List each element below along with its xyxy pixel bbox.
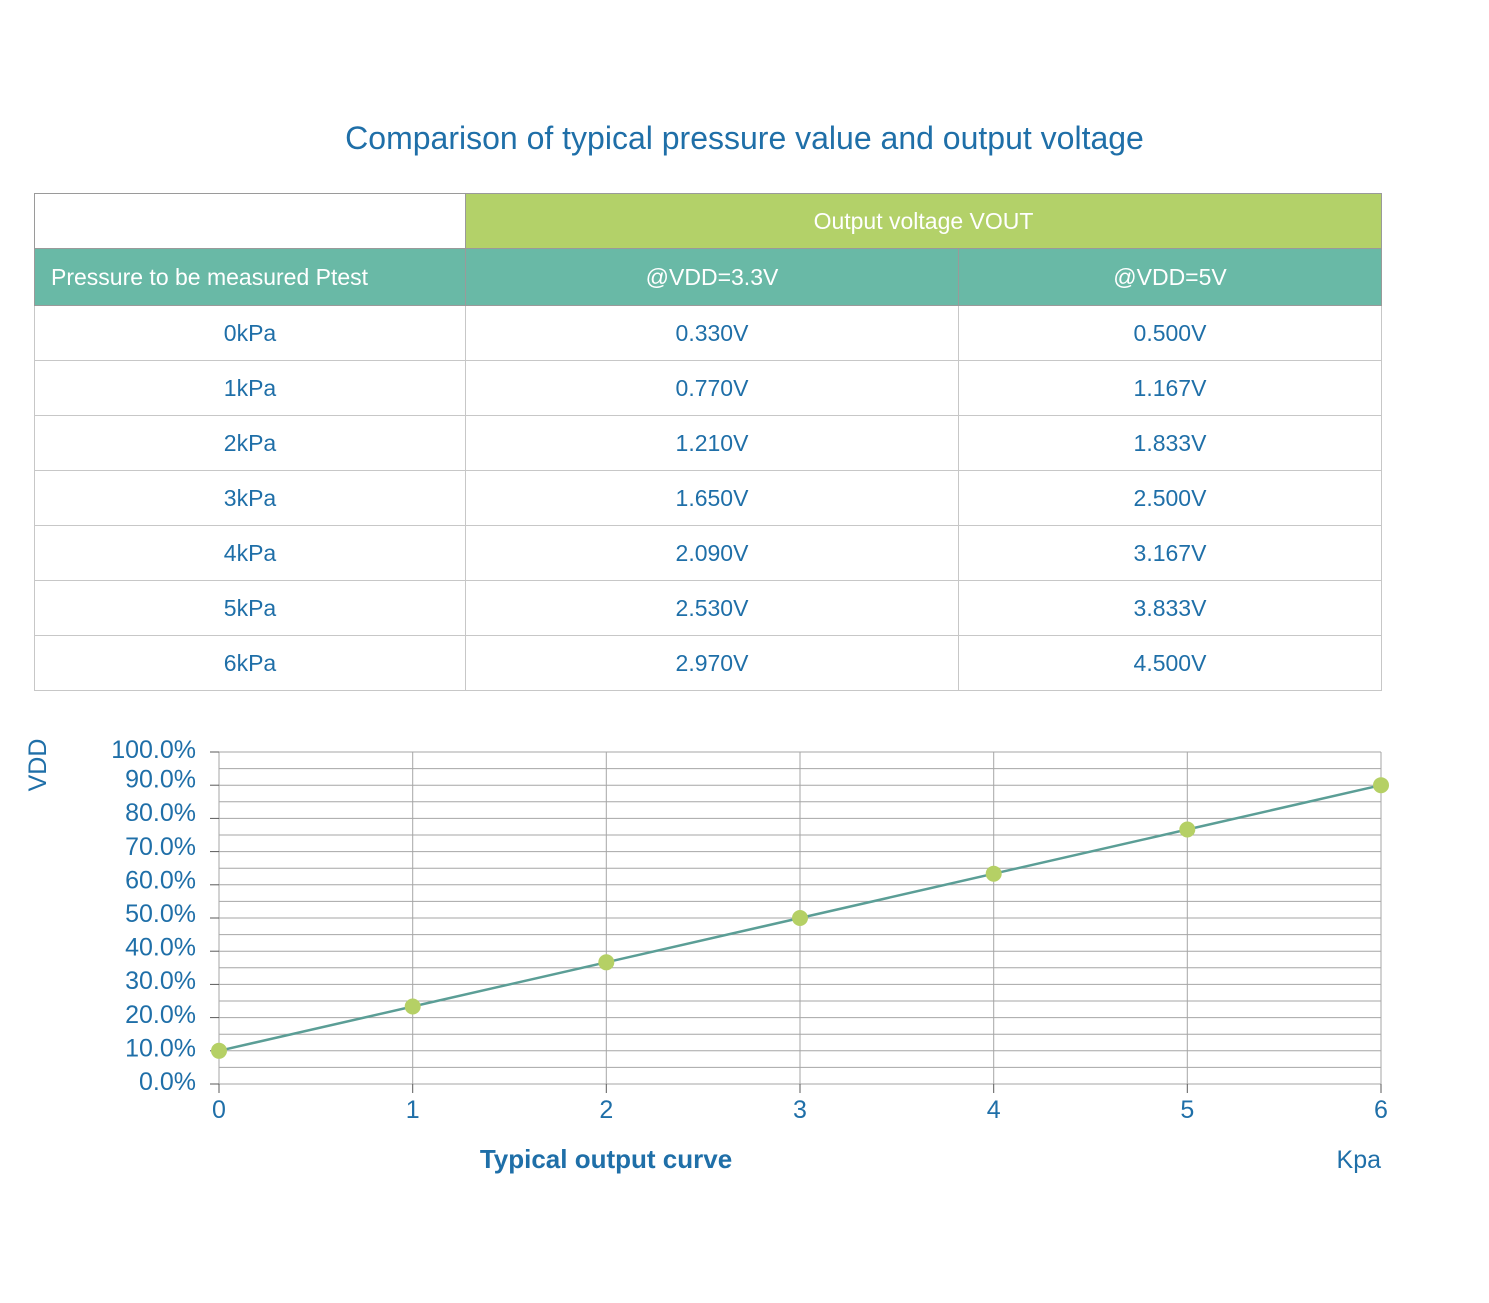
svg-text:60.0%: 60.0% bbox=[125, 866, 196, 894]
svg-text:10.0%: 10.0% bbox=[125, 1034, 196, 1062]
svg-text:3: 3 bbox=[793, 1096, 807, 1124]
svg-text:20.0%: 20.0% bbox=[125, 1001, 196, 1029]
svg-text:50.0%: 50.0% bbox=[125, 900, 196, 928]
svg-text:Kpa: Kpa bbox=[1337, 1146, 1382, 1174]
svg-text:5: 5 bbox=[1180, 1096, 1194, 1124]
svg-text:4: 4 bbox=[987, 1096, 1001, 1124]
svg-text:Typical output curve: Typical output curve bbox=[480, 1144, 732, 1174]
svg-text:80.0%: 80.0% bbox=[125, 799, 196, 827]
svg-text:1: 1 bbox=[406, 1096, 420, 1124]
svg-text:30.0%: 30.0% bbox=[125, 967, 196, 995]
svg-text:0.0%: 0.0% bbox=[139, 1068, 196, 1096]
svg-text:2: 2 bbox=[599, 1096, 613, 1124]
svg-text:6: 6 bbox=[1374, 1096, 1388, 1124]
svg-text:90.0%: 90.0% bbox=[125, 766, 196, 794]
svg-text:40.0%: 40.0% bbox=[125, 934, 196, 962]
svg-text:70.0%: 70.0% bbox=[125, 833, 196, 861]
svg-text:0: 0 bbox=[212, 1096, 226, 1124]
svg-text:100.0%: 100.0% bbox=[111, 736, 196, 764]
svg-text:VDD: VDD bbox=[24, 739, 52, 792]
